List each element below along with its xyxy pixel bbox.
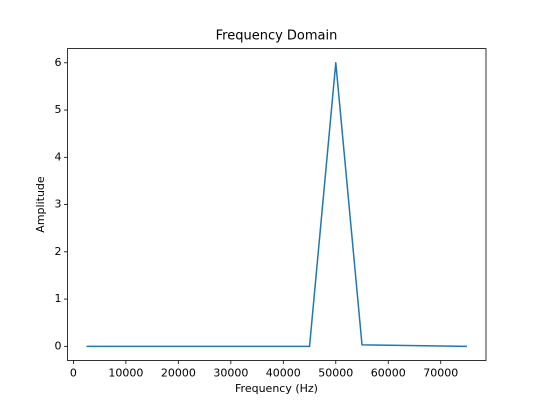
y-tick-label: 0: [55, 339, 62, 352]
y-tick-label: 4: [55, 150, 62, 163]
x-tick-label: 20000: [161, 367, 196, 380]
y-tick-label: 2: [55, 245, 62, 258]
x-axis-label: Frequency (Hz): [235, 382, 318, 395]
x-tick-label: 0: [70, 367, 77, 380]
x-tick-label: 70000: [423, 367, 458, 380]
x-tick-label: 10000: [108, 367, 143, 380]
x-tick-label: 60000: [371, 367, 406, 380]
y-axis-label: Amplitude: [34, 176, 47, 233]
y-tick-label: 1: [55, 292, 62, 305]
y-tick-label: 5: [55, 103, 62, 116]
y-tick-label: 6: [55, 56, 62, 69]
data-line: [86, 62, 467, 348]
x-tick-label: 50000: [318, 367, 353, 380]
plot-frame: [67, 48, 487, 361]
x-tick-label: 30000: [213, 367, 248, 380]
chart-title: Frequency Domain: [216, 29, 338, 44]
y-tick-label: 3: [55, 198, 62, 211]
x-tick-label: 40000: [266, 367, 301, 380]
